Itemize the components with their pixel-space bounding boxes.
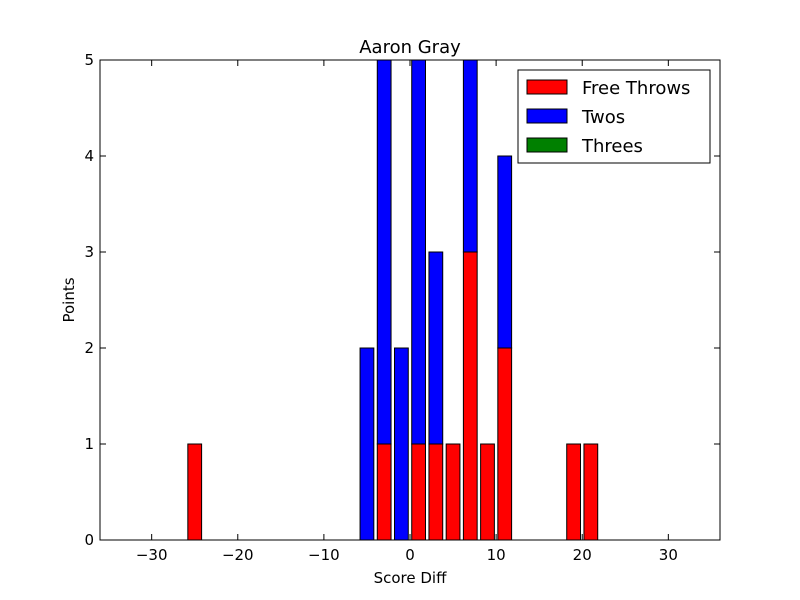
bar-twos--3 [376, 59, 392, 445]
legend-swatch-twos [526, 108, 568, 124]
bar-twos-3 [428, 251, 444, 445]
bar-twos-7 [462, 59, 478, 253]
bar-free-throws--3 [376, 443, 392, 541]
y-tick-label-1: 1 [84, 435, 94, 453]
plot-area [101, 59, 719, 541]
x-tick-label--20: −20 [222, 546, 254, 564]
legend: Free Throws Twos Threes [517, 69, 711, 164]
legend-label-free-throws: Free Throws [582, 78, 690, 99]
axis-ticks: −30 −20 −10 0 10 20 30 0 1 2 3 4 5 [84, 51, 720, 564]
bar-twos--1 [394, 347, 409, 541]
y-axis-label: Points [60, 277, 78, 322]
bar-twos-1 [411, 59, 427, 445]
bar-free-throws-9 [480, 443, 495, 541]
y-tick-label-0: 0 [84, 531, 94, 549]
bar-free-throws-5 [445, 443, 461, 541]
bar-free-throws-11 [497, 347, 513, 541]
x-axis-label: Score Diff [374, 569, 447, 587]
x-tick-label-30: 30 [659, 546, 678, 564]
x-tick-label-20: 20 [573, 546, 592, 564]
legend-swatch-free-throws [526, 79, 568, 95]
legend-label-twos: Twos [581, 107, 625, 128]
bar-free-throws-3 [428, 443, 444, 541]
x-tick-label--30: −30 [136, 546, 168, 564]
bar-free-throws-19 [566, 443, 582, 541]
y-tick-label-5: 5 [84, 51, 94, 69]
y-tick-label-3: 3 [84, 243, 94, 261]
x-tick-label-0: 0 [405, 546, 415, 564]
x-tick-label--10: −10 [308, 546, 340, 564]
y-tick-label-4: 4 [84, 147, 94, 165]
chart-title: Aaron Gray [359, 37, 461, 58]
legend-swatch-threes [526, 137, 568, 153]
bar-free-throws--25 [187, 443, 203, 541]
bar-twos-11 [497, 155, 513, 349]
bar-twos--5 [359, 347, 375, 541]
y-tick-label-2: 2 [84, 339, 94, 357]
bar-free-throws-7 [462, 251, 478, 541]
x-tick-label-10: 10 [487, 546, 506, 564]
bar-free-throws-1 [411, 443, 427, 541]
legend-label-threes: Threes [581, 136, 643, 157]
bar-free-throws-21 [583, 443, 599, 541]
